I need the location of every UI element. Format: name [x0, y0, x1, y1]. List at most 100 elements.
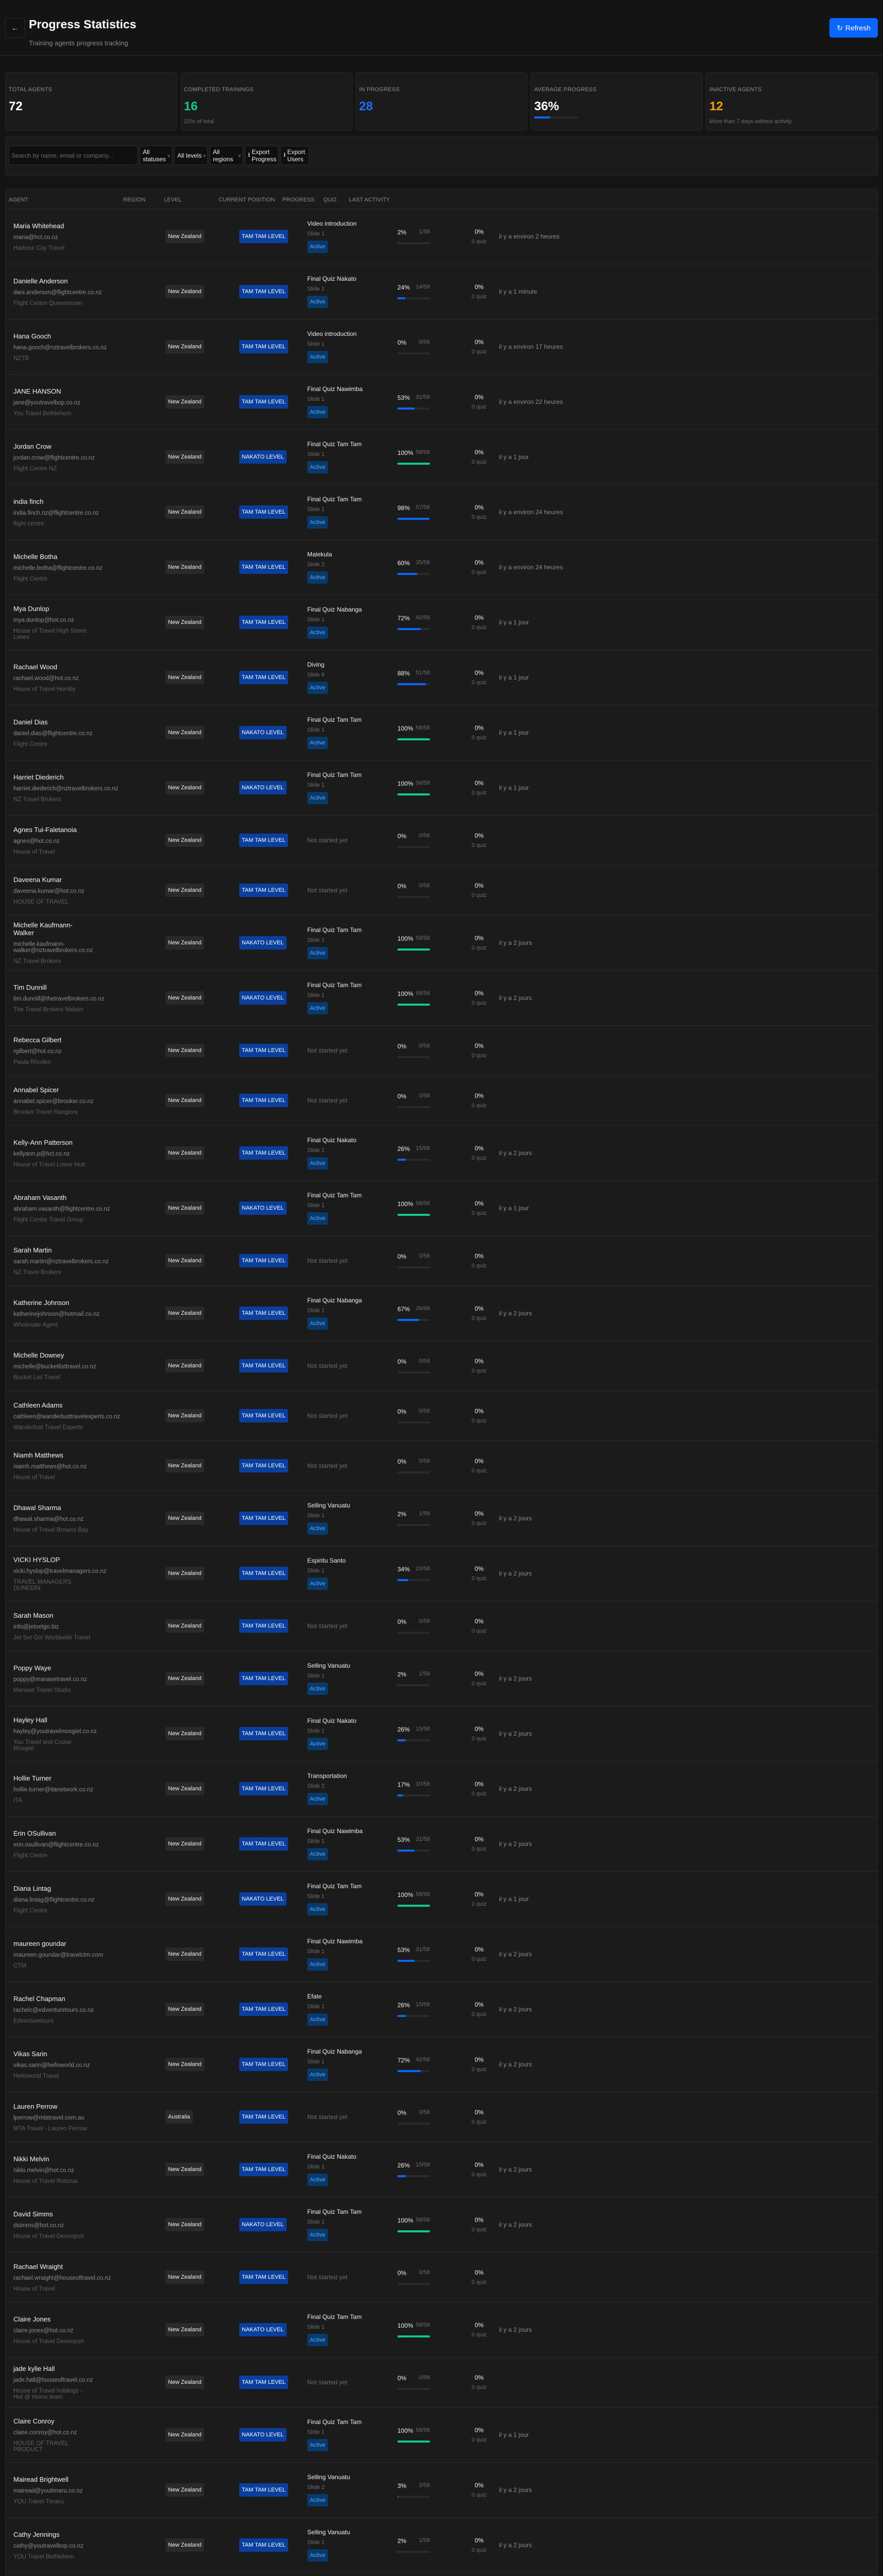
table-row[interactable]: Michelle Downey michelle@bucketlisttrave…: [6, 1341, 877, 1391]
table-row[interactable]: VICKI HYSLOP vicki.hyslop@travelmanagers…: [6, 1546, 877, 1601]
agent-cell: Claire Conroy claire.conroy@hot.co.nz HO…: [6, 2417, 91, 2453]
table-row[interactable]: Daniel Dias daniel.dias@flightcentre.co.…: [6, 705, 877, 760]
export-progress-button[interactable]: ⭳ Export Progress: [245, 146, 278, 165]
search-input[interactable]: [9, 146, 138, 165]
last-activity: il y a 2 jours: [499, 2541, 532, 2549]
stat-value: 12: [709, 99, 723, 113]
table-row[interactable]: Rachael Wraight rachael.wraight@houseoft…: [6, 2252, 877, 2302]
column-header-region[interactable]: Region: [123, 197, 146, 203]
column-header-progress[interactable]: Progress: [282, 197, 315, 203]
column-header-last-activity[interactable]: Last activity: [349, 197, 390, 203]
table-row[interactable]: Agnes Tui-Faletanoia agnes@hot.co.nz Hou…: [6, 816, 877, 866]
table-row[interactable]: Vikas Sarin vikas.sarin@helloworld.co.nz…: [6, 2037, 877, 2092]
table-row[interactable]: Niamh Matthews niamh.matthews@hot.co.nz …: [6, 1441, 877, 1491]
column-header-quiz[interactable]: Quiz: [323, 197, 337, 203]
progress-count: 58/58: [415, 725, 430, 731]
table-row[interactable]: Sarah Martin sarah.martin@nztravelbroker…: [6, 1236, 877, 1286]
agent-cell: Erin OSullivan erin.osullivan@flightcent…: [6, 1829, 99, 1859]
table-row[interactable]: Harriet Diederich harriet.diederich@nztr…: [6, 760, 877, 816]
table-row[interactable]: Mairead Brightwell mairead@youtimaru.co.…: [6, 2463, 877, 2518]
region-badge: New Zealand: [165, 1201, 204, 1215]
agent-email: dhawal.sharma@hot.co.nz: [13, 1516, 84, 1522]
table-row[interactable]: Danielle Anderson dani.anderson@flightce…: [6, 264, 877, 319]
table-row[interactable]: Diana Lintag diana.lintag@flightcentre.c…: [6, 1872, 877, 1927]
quiz-cell: 0% 0 quiz: [459, 1891, 499, 1907]
position-cell: Final Quiz Tam Tam Slide 1 Active: [271, 2208, 397, 2241]
agent-cell: Vikas Sarin vikas.sarin@helloworld.co.nz…: [6, 2050, 91, 2079]
table-row[interactable]: Sarah Mason info@jetsetgo.biz Jet Set Go…: [6, 1601, 877, 1651]
table-row[interactable]: Daveena Kumar daveena.kumar@hot.co.nz HO…: [6, 866, 877, 916]
region-cell: New Zealand: [91, 671, 204, 684]
progress-count: 51/58: [415, 670, 430, 676]
table-row[interactable]: Michelle Botha michelle.botha@flightcent…: [6, 540, 877, 595]
table-row[interactable]: Erin OSullivan erin.osullivan@flightcent…: [6, 1817, 877, 1872]
table-row[interactable]: Michelle Kaufmann-Walker michelle.kaufma…: [6, 916, 877, 971]
back-button[interactable]: ←: [5, 18, 25, 38]
stat-value: 16: [184, 99, 198, 113]
table-row[interactable]: Nikki Melvin nikki.melvin@hot.co.nz Hous…: [6, 2142, 877, 2197]
level-badge: TAM TAM LEVEL: [239, 1307, 288, 1320]
table-row[interactable]: maureen goundar maureen.goundar@travelct…: [6, 1927, 877, 1982]
table-row[interactable]: Tim Dunnill tim.dunnill@thetravelbrokers…: [6, 971, 877, 1026]
table-row[interactable]: jade kylie Hall jade.hall@houseoftravel.…: [6, 2358, 877, 2408]
refresh-button[interactable]: ↻ Refresh: [829, 18, 878, 38]
column-header-level[interactable]: Level: [164, 197, 182, 203]
table-row[interactable]: Lauren Perrow lperrow@mtatravel.com.au M…: [6, 2092, 877, 2142]
progress-bar: [397, 1319, 430, 1321]
region-filter-select[interactable]: All regions v: [210, 146, 243, 165]
quiz-count: 0 quiz: [471, 1155, 487, 1161]
column-header-position[interactable]: Current position: [219, 197, 275, 203]
status-badge: Active: [307, 1002, 328, 1014]
position-slide: Slide 1: [307, 231, 325, 237]
level-cell: TAM TAM LEVEL: [168, 285, 288, 298]
region-badge: New Zealand: [165, 1619, 204, 1633]
quiz-cell: 0% 0 quiz: [459, 1781, 499, 1797]
progress-count: 15/58: [415, 2002, 430, 2008]
table-row[interactable]: Claire Jones claire.jones@hot.co.nz Hous…: [6, 2302, 877, 2358]
progress-percent: 0%: [397, 833, 407, 840]
agent-company: The Travel Brokers Nelson: [13, 1006, 84, 1013]
progress-bar: [397, 738, 430, 740]
table-row[interactable]: David Simms dsimms@hot.co.nz House of Tr…: [6, 2197, 877, 2252]
table-row[interactable]: Maria Whitehead maria@hct.co.nz Harbour …: [6, 209, 877, 264]
table-row[interactable]: Annabel Spicer annabel.spicer@brooker.co…: [6, 1076, 877, 1126]
table-row[interactable]: Cathy Jennings cathy@youtravelbop.co.nz …: [6, 2518, 877, 2573]
table-row[interactable]: Kelly-Ann Patterson kellyann.p@hct.co.nz…: [6, 1126, 877, 1181]
status-badge: Active: [307, 1848, 328, 1860]
table-row[interactable]: JANE HANSON jane@youtravelbop.co.nz You …: [6, 375, 877, 430]
table-row[interactable]: Katherine Johnson katherinejohnson@hotma…: [6, 1286, 877, 1341]
table-row[interactable]: Rachel Chapman rachelc@edventuretours.co…: [6, 1982, 877, 2037]
region-badge: New Zealand: [165, 884, 204, 897]
table-row[interactable]: Hana Gooch hana.gooch@nztravelbrokers.co…: [6, 319, 877, 375]
table-row[interactable]: Rachael Wood rachael.wood@hot.co.nz Hous…: [6, 650, 877, 705]
table-row[interactable]: Nirmala Patel nirmala@ourpacific.co.nz O…: [6, 2573, 877, 2576]
agents-table: Agent Region Level Current position Prog…: [5, 189, 878, 2576]
progress-count: 0/58: [419, 1093, 430, 1099]
table-row[interactable]: Poppy Waye poppy@manasetravel.co.nz Mana…: [6, 1651, 877, 1706]
table-row[interactable]: Rebecca Gilbert rgilbert@hot.co.nz Paula…: [6, 1026, 877, 1076]
status-filter-select[interactable]: All statuses v: [140, 146, 172, 165]
table-row[interactable]: Abraham Vasanth abraham.vasanth@flightce…: [6, 1181, 877, 1236]
table-row[interactable]: Dhawal Sharma dhawal.sharma@hot.co.nz Ho…: [6, 1491, 877, 1546]
table-row[interactable]: Hayley Hall hayley@youtravelmosgiel.co.n…: [6, 1706, 877, 1761]
last-activity: il y a 1 jour: [499, 784, 529, 791]
quiz-percent: 0%: [474, 1565, 484, 1572]
table-row[interactable]: india finch india.finch.nz@flightcentre.…: [6, 485, 877, 540]
export-users-button[interactable]: ⭳ Export Users: [280, 146, 309, 165]
agent-cell: JANE HANSON jane@youtravelbop.co.nz You …: [6, 387, 91, 417]
table-row[interactable]: Mya Dunlop mya.dunlop@hot.co.nz House of…: [6, 595, 877, 650]
table-row[interactable]: Claire Conroy claire.conroy@hot.co.nz HO…: [6, 2408, 877, 2463]
position-title: Selling Vanuatu: [307, 1662, 351, 1669]
level-filter-select[interactable]: All levels v: [174, 146, 208, 165]
progress-percent: 2%: [397, 229, 407, 236]
table-row[interactable]: Hollie Turner hollie.turner@itanetwork.c…: [6, 1761, 877, 1817]
agent-email: erin.osullivan@flightcentre.co.nz: [13, 1841, 99, 1848]
position-cell: Malekula Slide 2 Active: [271, 551, 397, 584]
table-row[interactable]: Cathleen Adams cathleen@wanderlusttravel…: [6, 1391, 877, 1441]
column-header-agent[interactable]: Agent: [9, 197, 28, 203]
table-row[interactable]: Jordan Crow jordan.crow@flightcentre.co.…: [6, 430, 877, 485]
agent-email: mya.dunlop@hot.co.nz: [13, 617, 74, 623]
level-badge: NAKATO LEVEL: [239, 2428, 287, 2442]
agent-company: HOUSE OF TRAVEL PRODUCT: [13, 2440, 69, 2453]
quiz-percent: 0%: [474, 2374, 484, 2381]
